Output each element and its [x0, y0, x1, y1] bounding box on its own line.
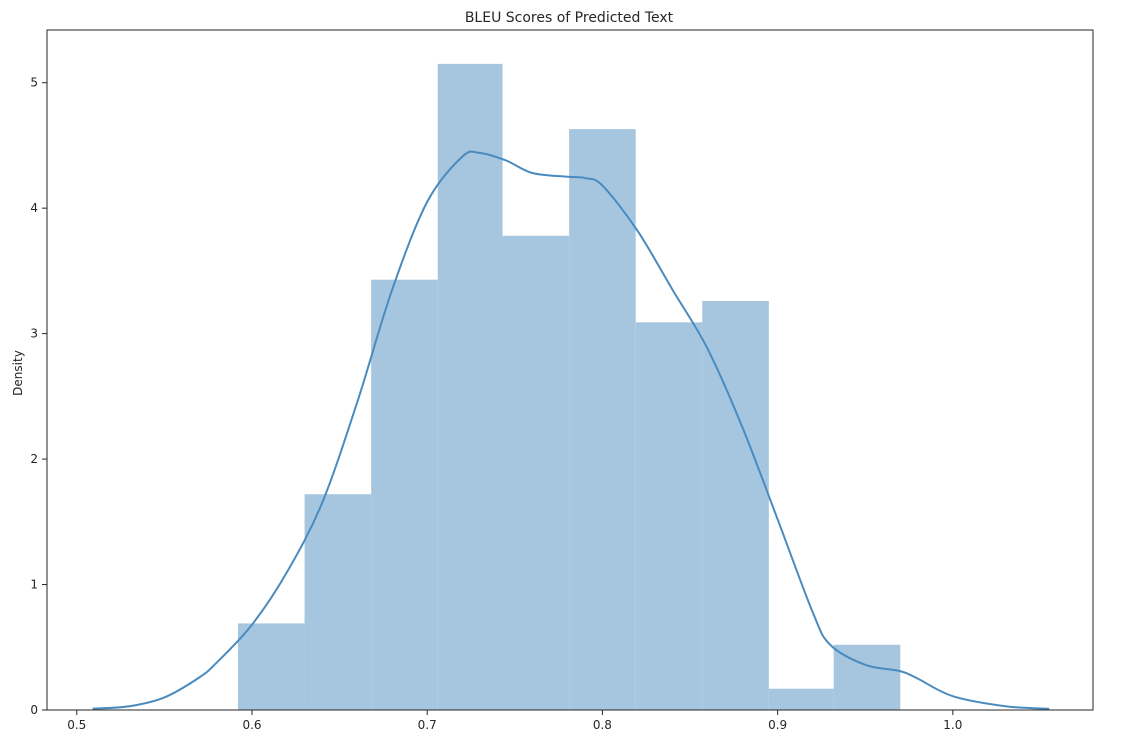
- histogram-bar-0: [237, 623, 305, 710]
- x-tick-label: 0.9: [768, 718, 787, 732]
- histogram-bar-7: [702, 300, 769, 710]
- y-tick-label: 1: [30, 578, 38, 592]
- histogram-bar-5: [569, 129, 636, 711]
- histogram-bar-3: [437, 63, 503, 711]
- y-axis-ticks: 0 1 2 3 4 5: [30, 76, 47, 717]
- y-tick-label: 0: [30, 703, 38, 717]
- plot-frame-border: [46, 29, 1094, 711]
- x-tick-label: 0.7: [418, 718, 437, 732]
- x-axis-ticks: 0.5 0.6 0.7 0.8 0.9 1.0: [67, 710, 962, 732]
- x-tick-label: 0.8: [593, 718, 612, 732]
- chart-title: BLEU Scores of Predicted Text: [465, 10, 674, 26]
- y-axis-label: Density: [11, 350, 25, 396]
- histogram-bar-4: [502, 235, 570, 710]
- histogram-bar-8: [768, 688, 834, 710]
- histogram-bar-2: [371, 279, 438, 710]
- x-tick-label: 0.6: [242, 718, 261, 732]
- y-tick-label: 3: [30, 327, 38, 341]
- kde-curve: [92, 150, 1050, 710]
- plot-frame: [46, 29, 1094, 711]
- x-tick-label: 0.5: [67, 718, 86, 732]
- y-tick-label: 4: [30, 201, 38, 215]
- histogram-bar-6: [635, 322, 703, 710]
- y-tick-label: 2: [30, 452, 38, 466]
- histogram-bar-1: [304, 494, 372, 710]
- y-tick-label: 5: [30, 76, 38, 90]
- x-tick-label: 1.0: [943, 718, 962, 732]
- histogram-bars: [237, 63, 901, 711]
